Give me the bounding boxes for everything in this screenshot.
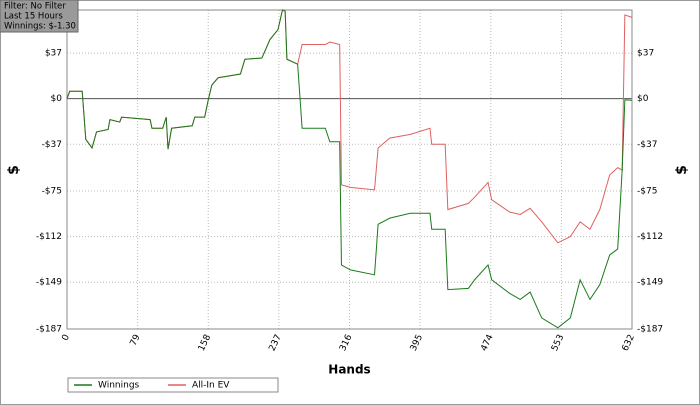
info-text: Last 15 Hours	[4, 12, 63, 22]
y-tick-label: -$149	[36, 278, 62, 288]
y-tick-label: -$37	[42, 140, 62, 150]
y2-tick-label: -$112	[637, 232, 663, 242]
series-line	[66, 9, 633, 329]
info-text: Filter: No Filter	[4, 2, 66, 12]
y-axis-label: $	[6, 165, 22, 175]
y2-tick-label: -$187	[637, 325, 663, 335]
info-box	[0, 0, 79, 33]
y-tick-label: $37	[45, 49, 62, 59]
x-axis-label: Hands	[328, 363, 370, 377]
y2-axis-label: $	[674, 165, 690, 175]
y-tick-label: $0	[51, 94, 63, 104]
y2-tick-label: -$37	[637, 140, 657, 150]
legend-label: Winnings	[98, 381, 140, 391]
y2-tick-label: $0	[637, 94, 649, 104]
plot-border	[66, 9, 633, 330]
y-tick-label: -$187	[36, 325, 62, 335]
x-tick-label: 79	[129, 333, 143, 348]
y2-tick-label: $37	[637, 49, 654, 59]
y2-tick-label: -$75	[637, 187, 657, 197]
legend-label: All-In EV	[192, 381, 230, 391]
y2-tick-label: -$149	[637, 278, 663, 288]
y-tick-label: -$112	[36, 232, 62, 242]
y-tick-label: -$75	[42, 187, 62, 197]
info-text: Winnings: $-1.30	[4, 22, 76, 32]
x-tick-label: 0	[60, 333, 72, 343]
